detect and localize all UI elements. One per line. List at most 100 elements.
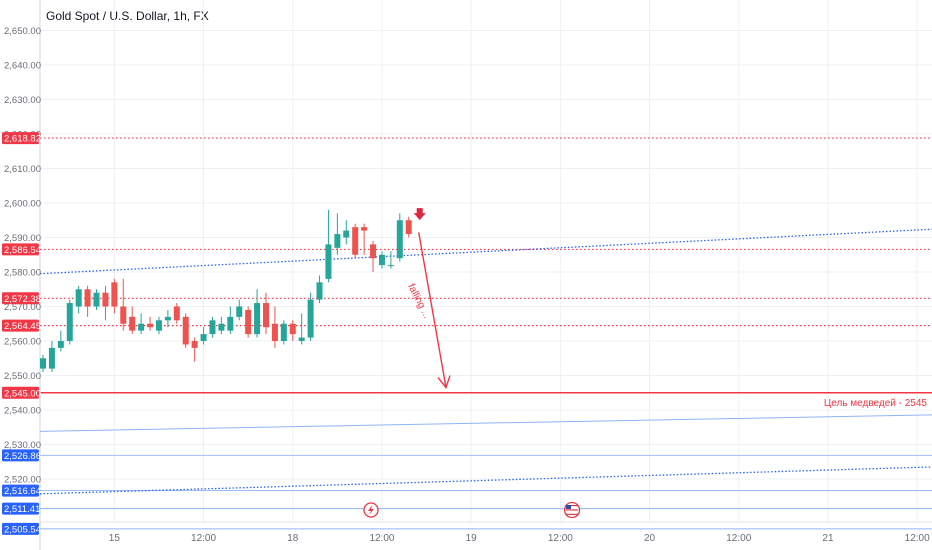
price-badge-bg: [2, 132, 39, 145]
y-tick-label: 2,540.00: [4, 406, 41, 417]
candle-body: [236, 306, 243, 317]
candle-body: [102, 292, 109, 307]
chart-title: Gold Spot / U.S. Dollar, 1h, FX: [46, 9, 209, 23]
candle-body: [405, 220, 412, 235]
trend-line-upper: [39, 228, 932, 275]
price-badge-text: 2,516.64: [4, 486, 41, 497]
y-tick-label: 2,560.00: [4, 337, 41, 348]
price-badge: 2,618.82: [2, 132, 41, 145]
candle-body: [343, 230, 350, 238]
price-badge: 2,586.54: [2, 243, 41, 256]
candle-body: [40, 358, 46, 369]
candle-body: [334, 234, 341, 248]
candle-body: [263, 303, 269, 328]
candle-body: [48, 347, 55, 369]
candle-body: [218, 323, 225, 331]
candle-body: [147, 323, 154, 328]
candle-body: [93, 292, 100, 307]
price-badge-text: 2,564.45: [4, 321, 41, 332]
candle-body: [352, 227, 359, 255]
candle-body: [138, 323, 145, 331]
x-tick-label: 12:00: [726, 533, 751, 544]
candle-body: [387, 265, 394, 267]
x-tick-label: 12:00: [369, 533, 394, 544]
price-badge: 2,505.54: [2, 522, 41, 535]
x-tick-label: 18: [287, 533, 299, 544]
trend-line-lower: [39, 466, 932, 495]
candle-body: [84, 289, 91, 307]
price-badge: 2,572.38: [2, 292, 41, 305]
price-badge-bg: [2, 502, 39, 515]
candle-body: [75, 289, 82, 307]
price-badge: 2,511.41: [2, 502, 40, 515]
y-tick-label: 2,520.00: [4, 475, 41, 486]
price-badge-text: 2,586.54: [4, 245, 41, 256]
channel-line: [39, 414, 932, 432]
y-tick-label: 2,640.00: [4, 61, 41, 72]
price-badge-bg: [2, 484, 39, 497]
price-badge-bg: [2, 243, 39, 256]
price-badge-text: 2,572.38: [4, 294, 41, 305]
y-tick-label: 2,550.00: [4, 371, 41, 382]
price-badge: 2,545.00: [2, 386, 41, 399]
down-arrow-icon: [413, 208, 426, 221]
y-tick-label: 2,650.00: [4, 26, 41, 37]
price-badge-bg: [2, 319, 39, 332]
candle-body: [120, 306, 127, 324]
falling-arrow-line: [418, 232, 447, 388]
candle-body: [289, 323, 296, 335]
x-tick-label: 15: [109, 533, 121, 544]
candle-body: [378, 254, 385, 266]
x-tick-label: 21: [822, 533, 834, 544]
x-tick-label: 20: [644, 533, 656, 544]
us-flag-event-icon: [563, 501, 581, 519]
candle-body: [316, 282, 323, 300]
candle-body: [298, 337, 305, 341]
y-tick-label: 2,610.00: [4, 164, 41, 175]
candle-body: [280, 323, 287, 341]
candle-body: [111, 282, 118, 307]
x-tick-label: 19: [466, 533, 478, 544]
candle-body: [129, 316, 136, 331]
price-badge-text: 2,545.00: [4, 388, 41, 399]
y-tick-label: 2,600.00: [4, 199, 41, 210]
price-badge: 2,564.45: [2, 319, 41, 332]
candle-body: [271, 323, 278, 341]
x-tick-label: 12:00: [905, 533, 930, 544]
price-badge-text: 2,511.41: [4, 504, 40, 515]
price-badge: 2,516.64: [2, 484, 41, 497]
y-tick-label: 2,570.00: [4, 302, 41, 313]
candle-body: [200, 334, 207, 341]
candle-body: [182, 316, 189, 345]
price-badge-text: 2,526.86: [4, 451, 41, 462]
candle-body: [155, 320, 162, 331]
candle-body: [57, 341, 64, 348]
candle-body: [370, 244, 377, 259]
price-badge-text: 2,505.54: [4, 524, 41, 535]
price-badge-bg: [2, 522, 39, 535]
candle-body: [254, 303, 261, 335]
candle-body: [66, 303, 73, 341]
candle-body: [307, 299, 314, 338]
candle-body: [191, 341, 198, 348]
flash-event-icon: [363, 502, 379, 518]
target-label: Цель медведей - 2545: [824, 398, 928, 409]
y-tick-label: 2,630.00: [4, 95, 41, 106]
price-badge-bg: [2, 386, 39, 399]
candle-body: [164, 316, 171, 321]
candle-body: [209, 320, 216, 335]
price-badge-text: 2,618.82: [4, 134, 41, 145]
price-badge: 2,526.86: [2, 449, 41, 462]
candle-body: [396, 220, 403, 259]
candle-body: [361, 227, 368, 231]
price-badge-bg: [2, 292, 39, 305]
y-tick-label: 2,590.00: [4, 233, 41, 244]
price-badge-bg: [2, 449, 39, 462]
y-tick-label: 2,580.00: [4, 268, 41, 279]
candle-body: [245, 309, 252, 335]
falling-arrow-head: [437, 375, 451, 390]
y-tick-label: 2,530.00: [4, 440, 41, 451]
candle-body: [227, 316, 234, 331]
candle-body: [325, 244, 332, 279]
